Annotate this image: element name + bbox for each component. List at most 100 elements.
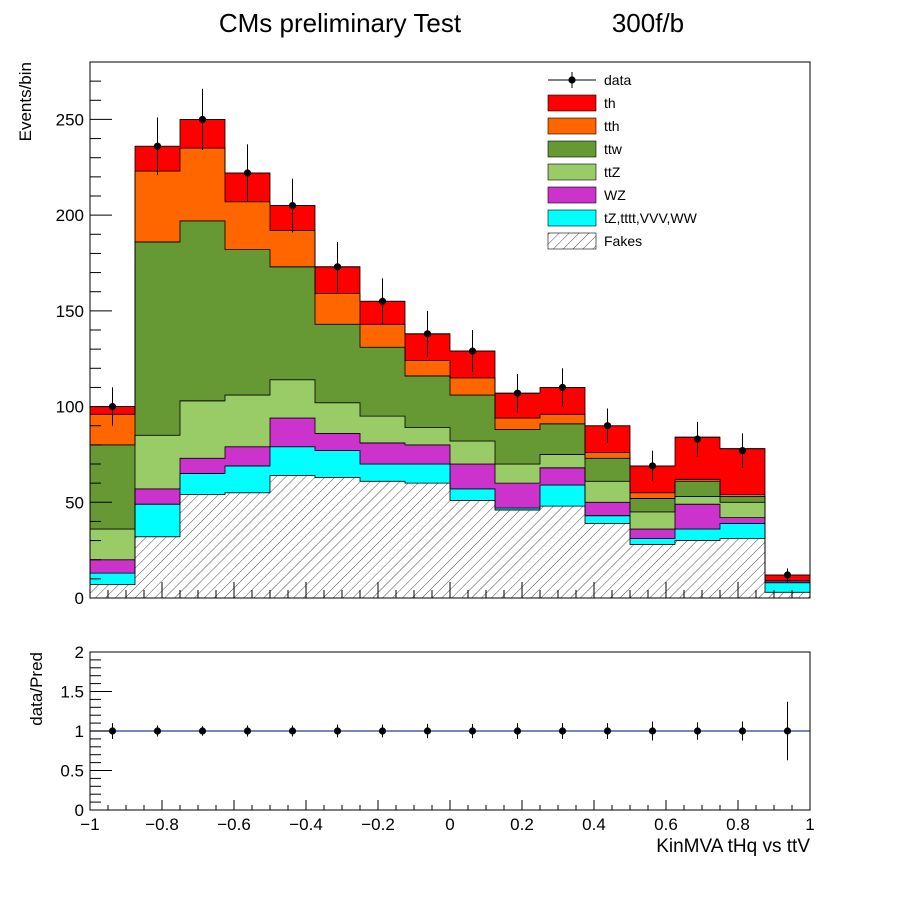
bar-tz-tttt-vvv-ww: [585, 515, 630, 524]
bar-tth: [225, 201, 270, 250]
data-point: [243, 169, 252, 177]
bar-tz-tttt-vvv-ww: [720, 523, 765, 539]
data-point: [108, 402, 117, 411]
x-tick-label: 0.6: [654, 815, 678, 834]
bar-ttw: [720, 496, 765, 503]
x-tick-label: 0: [445, 815, 454, 834]
bar-ttw: [675, 481, 720, 497]
stack-series-ttw: [90, 220, 765, 530]
bar-ttw: [540, 423, 585, 455]
y-tick-label: 200: [56, 206, 84, 225]
bar-ttz: [675, 496, 720, 505]
x-tick-label: −0.8: [145, 815, 179, 834]
bar-wz: [720, 517, 765, 524]
legend-swatch: [547, 232, 597, 250]
bar-wz: [630, 529, 675, 539]
legend-label: th: [604, 95, 616, 111]
y-tick-label: 50: [65, 493, 84, 512]
bar-ttz: [720, 502, 765, 518]
bar-ttz: [405, 427, 450, 445]
chart-title: CMs preliminary Test: [219, 8, 462, 38]
bar-tz-tttt-vvv-ww: [225, 465, 270, 493]
ratio-point: [243, 727, 252, 735]
bar-tz-tttt-vvv-ww: [180, 473, 225, 495]
bar-fakes: [270, 475, 315, 598]
stack-series-tz-tttt-vvv-ww: [90, 446, 810, 593]
bar-ttz: [630, 511, 675, 530]
bar-wz: [540, 467, 585, 486]
bar-ttw: [495, 429, 540, 464]
bar-tz-tttt-vvv-ww: [630, 538, 675, 545]
bar-ttz: [540, 454, 585, 468]
x-tick-label: −1: [80, 815, 99, 834]
ratio-point: [198, 727, 207, 735]
bar-ttz: [315, 402, 360, 434]
bar-fakes: [675, 540, 720, 598]
bar-fakes: [360, 481, 405, 598]
legend-data-marker: [568, 76, 576, 84]
bar-tth: [540, 414, 585, 424]
bar-fakes: [450, 500, 495, 598]
ratio-point: [513, 727, 522, 735]
main-plot: 0 50 100 150 200 250 data th tth ttw ttZ WZ tZ,tttt,…: [56, 61, 811, 608]
x-tick-label: −0.6: [217, 815, 251, 834]
bar-ttw: [630, 498, 675, 512]
luminosity-label: 300f/b: [612, 8, 684, 38]
bar-ttw: [180, 220, 225, 401]
stack-outline: [90, 379, 810, 582]
ratio-y-axis-label: data/Pred: [27, 652, 46, 726]
legend-label: data: [604, 72, 631, 88]
ratio-y-tick-label: 0.5: [60, 762, 84, 781]
legend-label: ttZ: [604, 164, 621, 180]
bar-fakes: [90, 584, 135, 598]
x-tick-label: 0.2: [510, 815, 534, 834]
bar-tz-tttt-vvv-ww: [135, 504, 180, 537]
bar-tz-tttt-vvv-ww: [765, 582, 810, 593]
bar-tth: [585, 452, 630, 459]
x-axis-label: KinMVA tHq vs ttV: [656, 836, 810, 857]
bar-ttz: [270, 379, 315, 419]
bar-fakes: [765, 592, 810, 598]
legend-swatch: [547, 140, 597, 158]
data-point: [513, 389, 522, 397]
ratio-point: [603, 727, 612, 735]
stack-series-fakes: [90, 475, 810, 598]
bar-ttz: [585, 481, 630, 503]
bar-ttw: [450, 395, 495, 442]
bar-wz: [135, 488, 180, 505]
data-points: [108, 88, 792, 582]
bar-fakes: [135, 536, 180, 598]
bar-ttw: [360, 347, 405, 417]
bar-tth: [135, 171, 180, 242]
ratio-y-tick-label: 1: [75, 722, 84, 741]
ratio-point: [783, 727, 792, 735]
x-tick-label: −0.4: [289, 815, 323, 834]
bar-wz: [450, 464, 495, 489]
data-point: [378, 297, 387, 305]
bar-wz: [405, 444, 450, 464]
bar-tth: [315, 293, 360, 325]
ratio-point: [648, 727, 657, 735]
bar-fakes: [585, 523, 630, 598]
bar-tth: [180, 148, 225, 221]
data-point: [783, 571, 792, 579]
data-point: [603, 422, 612, 430]
bar-wz: [585, 502, 630, 516]
data-point: [198, 115, 207, 124]
ratio-y-tick-label: 2: [75, 643, 84, 662]
bar-wz: [675, 504, 720, 530]
bar-ttw: [405, 375, 450, 428]
legend-swatch: [547, 163, 597, 181]
ratio-point: [333, 727, 342, 735]
y-tick-label: 150: [56, 302, 84, 321]
x-tick-label: −0.2: [361, 815, 395, 834]
legend-label: WZ: [604, 187, 626, 203]
ratio-point: [738, 727, 747, 735]
legend: data th tth ttw ttZ WZ tZ,tttt,VVV,WW Fakes: [547, 72, 698, 250]
legend-label: tZ,tttt,VVV,WW: [604, 210, 698, 226]
bar-tth: [720, 494, 765, 497]
ratio-y-tick-label: 0: [75, 801, 84, 820]
ratio-point: [288, 727, 297, 735]
data-point: [153, 142, 162, 150]
data-point: [648, 462, 657, 470]
